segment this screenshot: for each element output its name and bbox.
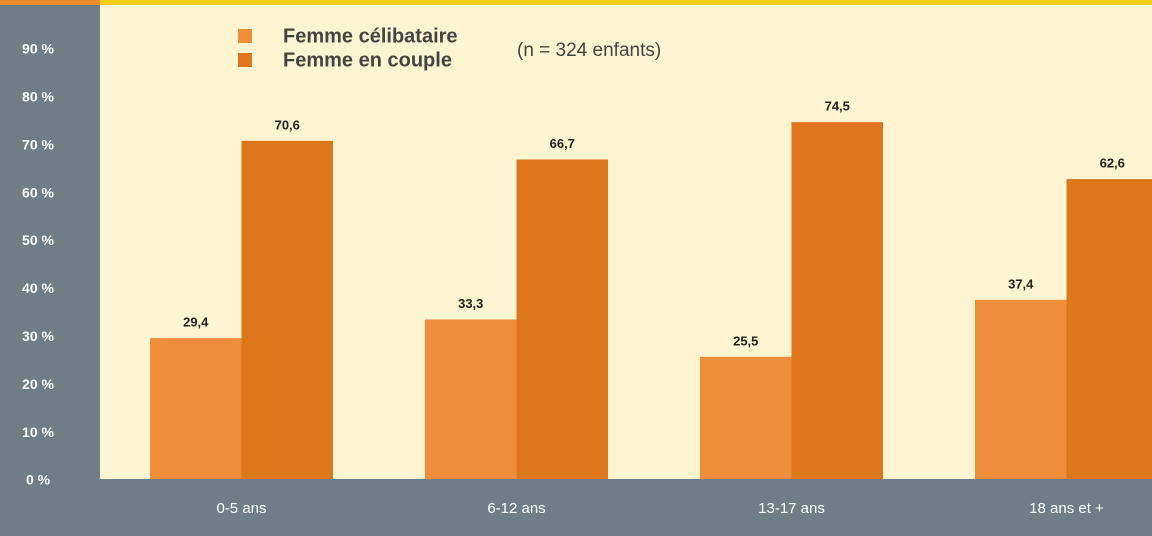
bar: [975, 299, 1067, 479]
bar: [241, 140, 333, 480]
value-label: 33,3: [458, 296, 483, 311]
bar: [425, 319, 517, 479]
annotation: (n = 324 enfants): [517, 40, 661, 61]
value-label: 29,4: [183, 315, 209, 330]
legend-label: Femme en couple: [283, 49, 452, 71]
y-tick-label: 30 %: [22, 328, 54, 344]
value-label: 74,5: [825, 99, 850, 114]
x-tick-label: 13-17 ans: [758, 500, 825, 517]
value-label: 66,7: [550, 136, 575, 151]
y-tick-label: 80 %: [22, 89, 54, 105]
bar: [150, 338, 242, 479]
y-tick-label: 70 %: [22, 136, 54, 152]
bar: [1066, 179, 1152, 479]
y-tick-label: 0 %: [26, 472, 51, 488]
y-tick-label: 20 %: [22, 376, 54, 392]
top-strip: [0, 0, 100, 5]
legend-label: Femme célibataire: [283, 25, 458, 47]
value-label: 70,6: [275, 117, 300, 132]
y-tick-label: 10 %: [22, 424, 54, 440]
legend-swatch: [238, 29, 252, 43]
y-tick-label: 50 %: [22, 232, 54, 248]
top-strip: [100, 0, 1152, 5]
bar: [791, 122, 883, 480]
value-label: 37,4: [1008, 276, 1034, 291]
bar: [700, 356, 792, 479]
value-label: 62,6: [1100, 156, 1125, 171]
y-tick-label: 60 %: [22, 184, 54, 200]
y-tick-label: 40 %: [22, 280, 54, 296]
y-tick-label: 90 %: [22, 41, 54, 57]
legend-swatch: [238, 53, 252, 67]
x-tick-label: 6-12 ans: [487, 500, 545, 517]
x-tick-label: 0-5 ans: [216, 500, 266, 517]
x-tick-label: 18 ans et +: [1029, 500, 1104, 517]
bar: [516, 159, 608, 479]
value-label: 25,5: [733, 333, 758, 348]
